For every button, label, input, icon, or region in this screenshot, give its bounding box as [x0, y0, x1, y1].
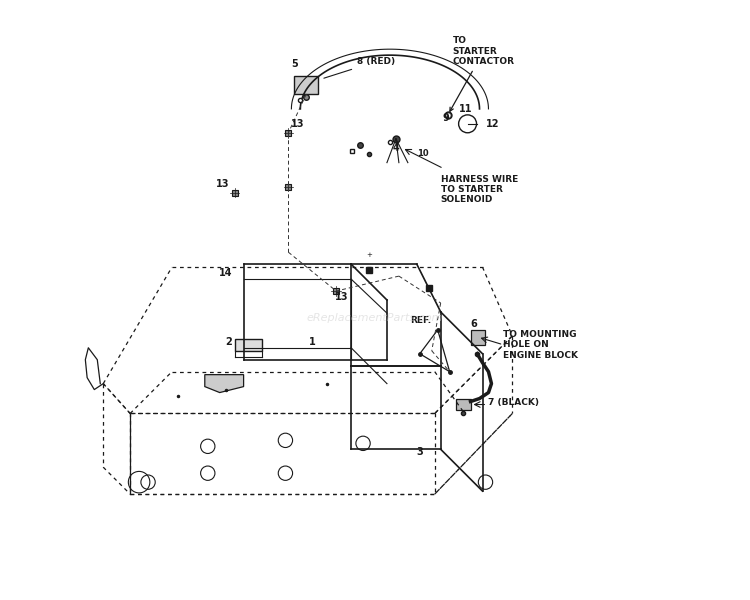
Text: 7 (BLACK): 7 (BLACK) — [488, 398, 539, 407]
Text: HARNESS WIRE
TO STARTER
SOLENOID: HARNESS WIRE TO STARTER SOLENOID — [441, 175, 518, 205]
Text: 8 (RED): 8 (RED) — [324, 57, 395, 78]
Text: 1: 1 — [309, 337, 316, 347]
Text: REF.: REF. — [410, 316, 430, 325]
Text: eReplacementParts.com: eReplacementParts.com — [307, 313, 443, 323]
Bar — [455, 398, 470, 410]
Text: 14: 14 — [219, 268, 232, 278]
Text: 3: 3 — [416, 447, 423, 457]
Text: 13: 13 — [335, 292, 349, 302]
Text: TO
STARTER
CONTACTOR: TO STARTER CONTACTOR — [450, 36, 514, 111]
Text: 11: 11 — [458, 104, 472, 114]
Text: TO MOUNTING
HOLE ON
ENGINE BLOCK: TO MOUNTING HOLE ON ENGINE BLOCK — [503, 330, 578, 359]
Text: 12: 12 — [485, 119, 499, 129]
Text: 6: 6 — [470, 319, 477, 329]
Text: 13: 13 — [216, 179, 229, 188]
Text: 10: 10 — [417, 149, 429, 158]
Text: +: + — [366, 252, 372, 258]
Text: 5: 5 — [291, 59, 298, 69]
Polygon shape — [205, 374, 244, 392]
Text: 9: 9 — [443, 113, 450, 123]
Text: 13: 13 — [290, 119, 304, 129]
Bar — [470, 330, 485, 345]
Text: 4: 4 — [392, 143, 399, 153]
Polygon shape — [235, 339, 262, 351]
Text: 2: 2 — [225, 337, 232, 347]
Bar — [294, 76, 318, 94]
